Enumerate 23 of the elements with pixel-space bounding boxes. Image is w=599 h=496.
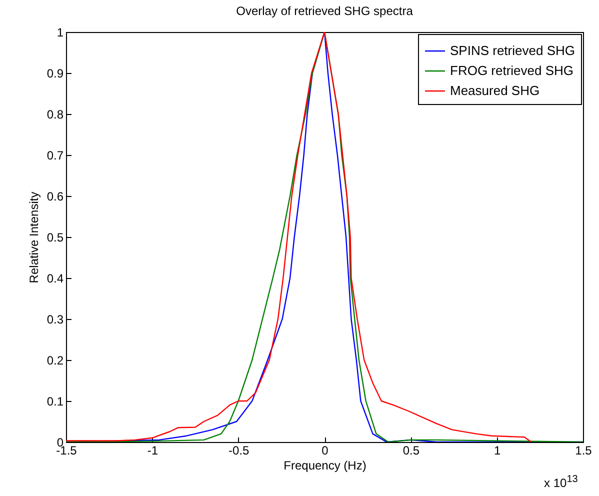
y-tick-label: 0.8 (46, 108, 64, 122)
y-tick-label: 0.4 (46, 272, 64, 286)
x-tick-label: -1 (147, 444, 158, 458)
x-tick-label: 0.5 (402, 444, 420, 458)
y-tick-label: 0.5 (46, 230, 64, 244)
legend-label: Measured SHG (450, 83, 540, 98)
y-tick-label: 0.3 (46, 312, 64, 326)
text: x 10$^{13}$ (544, 474, 578, 490)
legend-label: SPINS retrieved SHG (450, 43, 575, 58)
y-tick-label: 0.9 (46, 66, 64, 80)
y-tick-label: 0.2 (46, 354, 64, 368)
chart-title: Overlay of retrieved SHG spectra (236, 4, 414, 18)
legend-label: FROG retrieved SHG (450, 63, 574, 78)
x-axis-title: Frequency (Hz) (284, 458, 366, 472)
y-tick-label: 0.6 (46, 190, 64, 204)
x-tick-label: 1.5 (575, 444, 592, 458)
y-tick-label: 0.1 (46, 394, 64, 408)
y-axis-title: Relative Intensity (26, 192, 41, 284)
y-tick-label: 1 (56, 26, 64, 40)
y-tick-label: 0.7 (46, 148, 64, 162)
x-tick-label: 1 (494, 444, 501, 458)
x-tick-label: 0 (322, 444, 329, 458)
x-tick-label: -0.5 (228, 444, 250, 458)
